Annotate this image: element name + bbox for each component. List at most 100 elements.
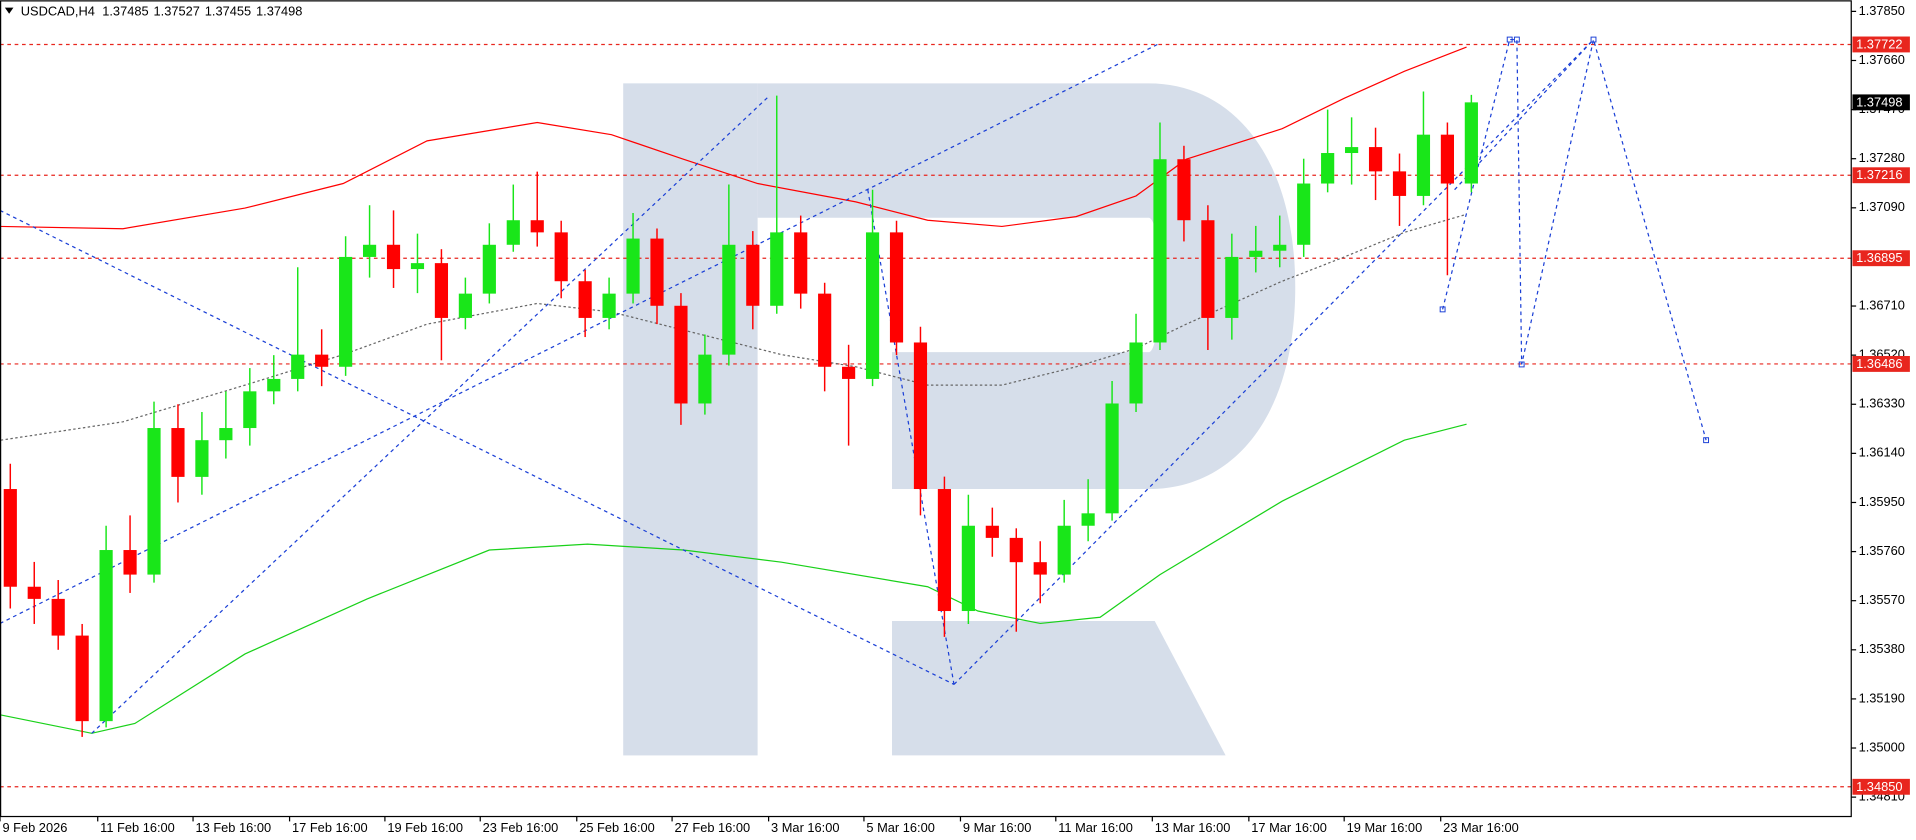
x-tick-label: 9 Mar 16:00 xyxy=(963,820,1031,835)
x-tick-label: 25 Feb 16:00 xyxy=(579,820,655,835)
candle-body xyxy=(554,232,568,282)
level-label: 1.34850 xyxy=(1856,779,1902,794)
candle-body xyxy=(51,598,65,636)
x-tick-label: 11 Mar 16:00 xyxy=(1058,820,1133,835)
forecast-point xyxy=(1513,36,1520,43)
trend-line xyxy=(91,95,770,734)
level-label: 1.36486 xyxy=(1856,356,1902,371)
x-tick-label: 13 Feb 16:00 xyxy=(195,820,271,835)
candle-body xyxy=(339,256,353,367)
forecast-point xyxy=(1518,361,1525,368)
candle-body xyxy=(99,550,113,722)
forecast-point xyxy=(1506,36,1513,43)
y-tick-label: 1.36710 xyxy=(1859,297,1905,312)
x-tick-label: 19 Mar 16:00 xyxy=(1347,820,1423,835)
candle-body xyxy=(1416,134,1431,196)
high-price: 1.37527 xyxy=(154,4,200,19)
candle-body xyxy=(147,428,161,575)
current-price-box xyxy=(1852,94,1910,111)
candle-body xyxy=(1177,159,1191,221)
x-tick-label: 27 Feb 16:00 xyxy=(675,820,751,835)
candle-body xyxy=(650,238,664,306)
x-tick-label: 5 Mar 16:00 xyxy=(866,820,934,835)
candles xyxy=(3,91,1478,737)
x-tick-label: 23 Mar 16:00 xyxy=(1443,820,1519,835)
symbol: USDCAD,H4 xyxy=(21,4,95,19)
candle-body xyxy=(362,244,377,257)
x-tick-label: 9 Feb 2026 xyxy=(2,820,67,835)
candle-body xyxy=(386,244,401,270)
x-tick-label: 19 Feb 16:00 xyxy=(387,820,463,835)
y-tick-label: 1.35570 xyxy=(1859,592,1905,607)
x-tick-label: 17 Mar 16:00 xyxy=(1251,820,1327,835)
candle-body xyxy=(291,354,305,379)
level-label: 1.37722 xyxy=(1856,36,1902,51)
candle-body xyxy=(315,354,329,367)
y-tick-label: 1.36140 xyxy=(1859,445,1905,460)
candle-body xyxy=(1081,513,1095,526)
candle-body xyxy=(506,220,520,245)
candle-body xyxy=(1105,403,1119,514)
candle-body xyxy=(961,525,975,612)
candle-body xyxy=(3,489,17,587)
y-tick-label: 1.37280 xyxy=(1859,150,1905,165)
candle-body xyxy=(123,550,137,575)
candle-body xyxy=(75,635,89,722)
candle-body xyxy=(1321,153,1335,184)
candle-body xyxy=(889,232,904,343)
candle-body xyxy=(985,525,999,538)
open-price: 1.37485 xyxy=(102,4,148,19)
y-tick-label: 1.35190 xyxy=(1859,690,1905,705)
candle-body xyxy=(1464,102,1478,184)
trend-line xyxy=(1454,39,1594,191)
low-price: 1.37455 xyxy=(205,4,251,19)
candle-body xyxy=(195,440,209,477)
candle-body xyxy=(865,232,880,379)
candle-body xyxy=(1368,147,1383,172)
candle-body xyxy=(578,281,592,318)
header: USDCAD,H4 1.37485 1.37527 1.37455 1.37498 xyxy=(21,4,303,19)
candle-body xyxy=(267,378,281,392)
current-price-label: 1.37498 xyxy=(1856,94,1902,109)
level-label-box xyxy=(1852,167,1910,184)
level-label: 1.37216 xyxy=(1856,167,1902,182)
candle-body xyxy=(410,263,425,270)
level-label-box xyxy=(1852,778,1910,795)
candle-body xyxy=(770,232,784,306)
logo-stem xyxy=(623,83,758,756)
candle-body xyxy=(602,293,616,318)
candle-body xyxy=(1249,250,1263,257)
candle-body xyxy=(698,354,712,404)
level-label-box xyxy=(1852,36,1910,53)
close-price: 1.37498 xyxy=(256,4,302,19)
moving-average xyxy=(0,423,1467,734)
y-tick-label: 1.36330 xyxy=(1859,396,1905,411)
candle-body xyxy=(171,428,185,477)
candle-body xyxy=(1153,159,1167,343)
x-tick-label: 13 Mar 16:00 xyxy=(1155,820,1231,835)
candle-body xyxy=(913,342,928,490)
y-tick-label: 1.37850 xyxy=(1859,3,1905,18)
y-tick-label: 1.35000 xyxy=(1859,739,1905,754)
candle-body xyxy=(1201,220,1215,318)
x-tick-label: 23 Feb 16:00 xyxy=(483,820,559,835)
trend-line xyxy=(953,39,1594,685)
candle-body xyxy=(1440,134,1454,184)
y-tick-label: 1.35380 xyxy=(1859,641,1905,656)
header-icon xyxy=(4,7,14,14)
candle-body xyxy=(243,391,257,429)
moving-average xyxy=(0,46,1467,230)
price-labels: 1.37722 1.37216 1.36895 1.36486 1.34850 1.374… xyxy=(1852,36,1910,795)
y-tick-label: 1.37090 xyxy=(1859,199,1905,214)
candle-body xyxy=(818,293,832,367)
candle-body xyxy=(458,293,472,318)
y-tick-label: 1.35760 xyxy=(1859,543,1905,558)
level-label-box xyxy=(1852,250,1910,267)
candle-body xyxy=(746,244,760,306)
candle-body xyxy=(27,586,41,599)
level-label-box xyxy=(1852,355,1910,372)
candle-body xyxy=(674,305,688,404)
candle-body xyxy=(842,366,856,379)
